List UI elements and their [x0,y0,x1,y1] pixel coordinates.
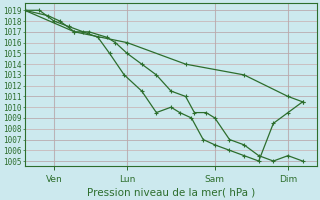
X-axis label: Pression niveau de la mer( hPa ): Pression niveau de la mer( hPa ) [87,187,255,197]
